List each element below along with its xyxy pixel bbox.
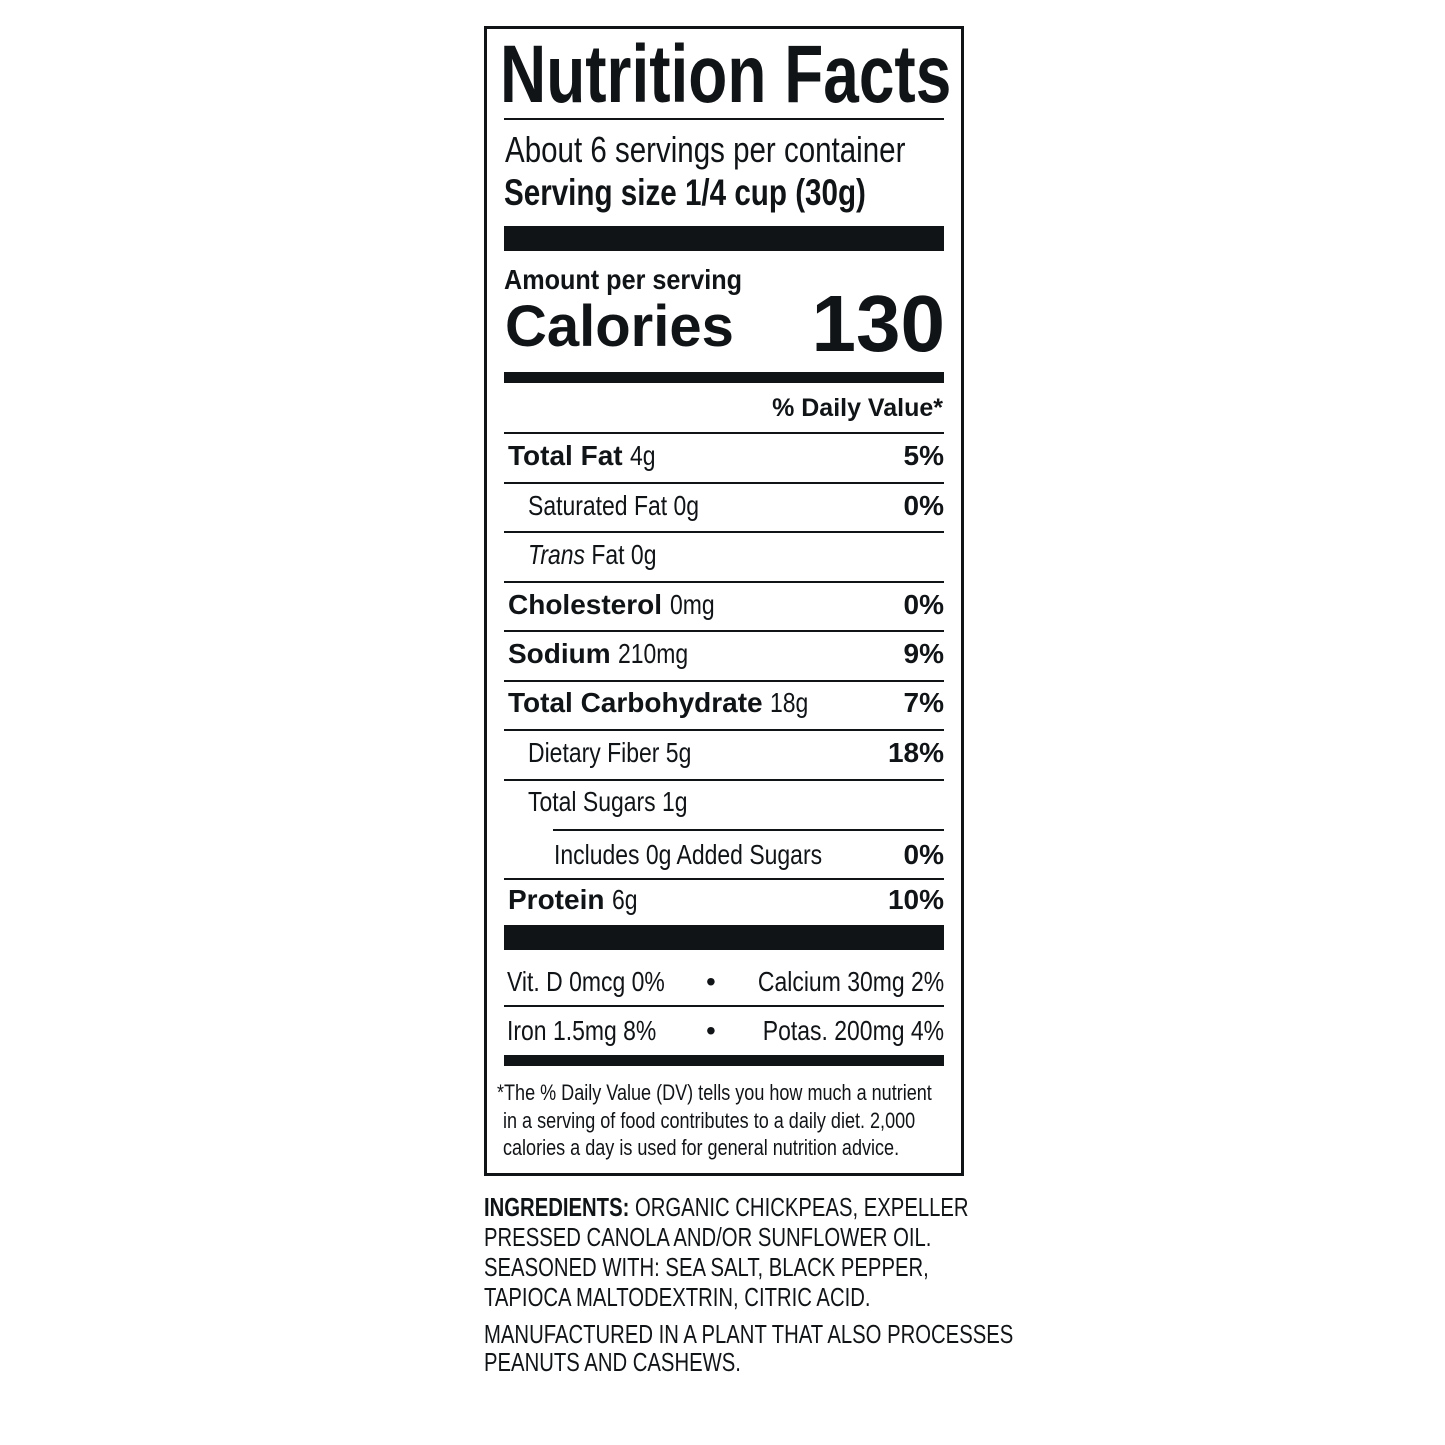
- nutrient-row-sodium: Sodium 210mg 9%: [508, 638, 944, 669]
- nutrient-row-trans-fat: Trans Fat 0g: [528, 539, 657, 570]
- bullet: •: [706, 1015, 716, 1046]
- divider: [504, 729, 944, 731]
- nutrient-row-saturated-fat: Saturated Fat 0g 0%: [528, 490, 944, 521]
- nutrient-row-cholesterol: Cholesterol 0mg 0%: [508, 589, 944, 620]
- ingredients-line: TAPIOCA MALTODEXTRIN, CITRIC ACID.: [484, 1282, 871, 1312]
- nutrient-row-dietary-fiber: Dietary Fiber 5g 18%: [528, 737, 944, 768]
- divider: [504, 482, 944, 484]
- daily-value-header: % Daily Value*: [772, 394, 943, 422]
- serving-size: Serving size 1/4 cup (30g): [504, 172, 866, 213]
- nutrition-facts-panel: [484, 26, 964, 1176]
- servings-per-container: About 6 servings per container: [505, 129, 906, 170]
- ingredients-line: SEASONED WITH: SEA SALT, BLACK PEPPER,: [484, 1252, 929, 1282]
- footnote-line: in a serving of food contributes to a da…: [503, 1108, 916, 1133]
- nutrient-row-protein: Protein 6g 10%: [508, 884, 944, 915]
- thick-divider: [504, 226, 944, 251]
- nutrient-row-total-carbohydrate: Total Carbohydrate 18g 7%: [508, 687, 944, 718]
- footnote-line: *The % Daily Value (DV) tells you how mu…: [497, 1080, 932, 1105]
- divider: [504, 680, 944, 682]
- allergen-line: MANUFACTURED IN A PLANT THAT ALSO PROCES…: [484, 1319, 1014, 1349]
- nutrient-row-total-sugars: Total Sugars 1g: [528, 786, 688, 817]
- divider: [504, 779, 944, 781]
- divider: [504, 118, 944, 120]
- label-title: Nutrition Facts: [500, 29, 952, 120]
- nutrient-row-total-fat: Total Fat 4g 5%: [508, 440, 944, 471]
- amount-per-serving: Amount per serving: [504, 264, 743, 295]
- nutrient-row-added-sugars: Includes 0g Added Sugars 0%: [554, 839, 944, 870]
- medium-divider: [504, 1055, 944, 1066]
- thick-divider: [504, 925, 944, 950]
- vitamin-row: Iron 1.5mg 8% • Potas. 200mg 4%: [504, 1011, 944, 1051]
- calories-value: 130: [811, 279, 945, 368]
- divider: [553, 829, 944, 831]
- divider: [504, 1005, 944, 1007]
- calories-label: Calories: [505, 294, 734, 359]
- divider: [504, 531, 944, 533]
- medium-divider: [504, 372, 944, 383]
- divider: [504, 878, 944, 880]
- divider: [504, 581, 944, 583]
- divider: [504, 432, 944, 434]
- footnote-line: calories a day is used for general nutri…: [503, 1135, 900, 1160]
- bullet: •: [706, 966, 716, 997]
- ingredients-line: PRESSED CANOLA AND/OR SUNFLOWER OIL.: [484, 1222, 932, 1252]
- allergen-line: PEANUTS AND CASHEWS.: [484, 1347, 741, 1377]
- vitamin-row: Vit. D 0mcg 0% • Calcium 30mg 2%: [504, 962, 944, 1002]
- ingredients-line: INGREDIENTS: ORGANIC CHICKPEAS, EXPELLER: [484, 1192, 969, 1222]
- divider: [504, 630, 944, 632]
